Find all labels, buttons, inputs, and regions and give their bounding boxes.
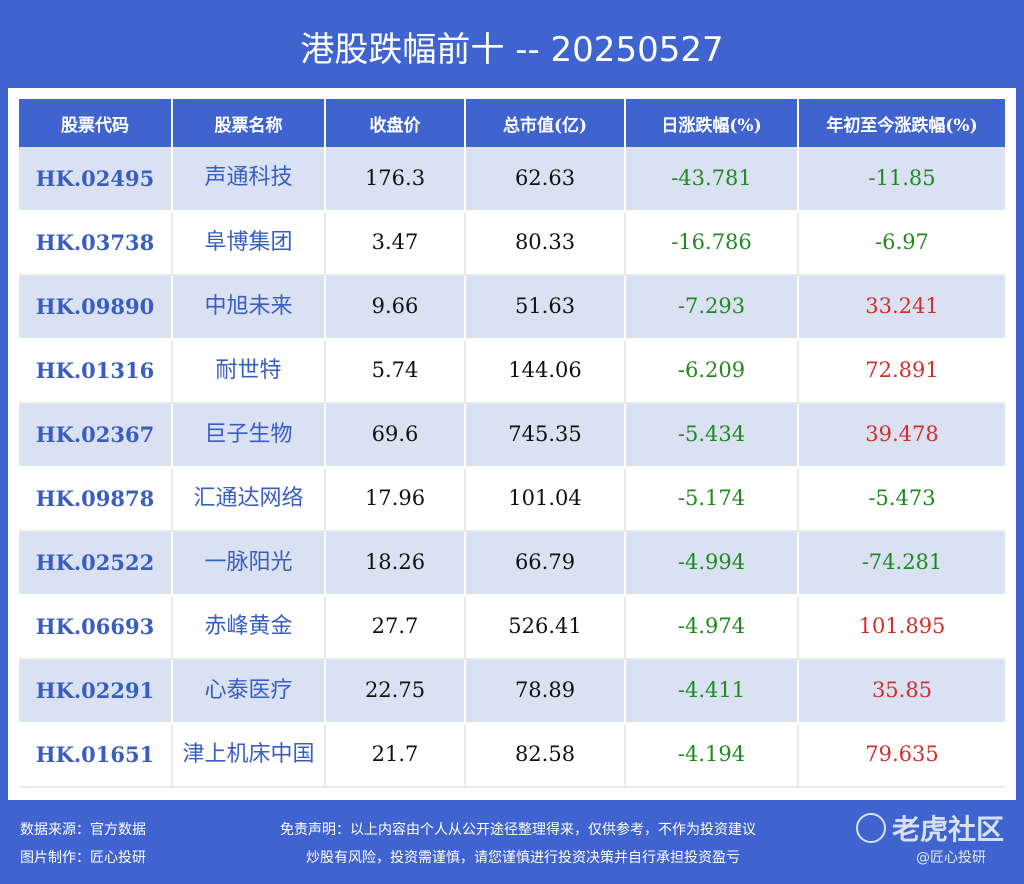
stock-code-cell: HK.02495 xyxy=(19,147,173,212)
close-price-cell: 18.26 xyxy=(325,531,466,596)
table-panel: 股票代码 股票名称 收盘价 总市值(亿) 日涨跌幅(%) 年初至今涨跌幅(%) … xyxy=(8,88,1016,800)
market-cap-cell: 80.33 xyxy=(465,211,626,276)
table-row: HK.03738 阜博集团 3.47 80.33 -16.786 -6.97 xyxy=(19,211,1005,276)
table-row: HK.02522 一脉阳光 18.26 66.79 -4.994 -74.281 xyxy=(19,531,1005,596)
stock-name-cell: 一脉阳光 xyxy=(172,531,326,596)
table-row: HK.01651 津上机床中国 21.7 82.58 -4.194 79.635 xyxy=(19,723,1005,788)
table-row: HK.02495 声通科技 176.3 62.63 -43.781 -11.85 xyxy=(19,147,1005,212)
stock-name-cell: 耐世特 xyxy=(172,339,326,404)
stock-code-cell: HK.02522 xyxy=(19,531,173,596)
stock-code-cell: HK.02291 xyxy=(19,659,173,724)
header-name: 股票名称 xyxy=(172,99,326,147)
table-header-row: 股票代码 股票名称 收盘价 总市值(亿) 日涨跌幅(%) 年初至今涨跌幅(%) xyxy=(19,99,1005,147)
close-price-cell: 22.75 xyxy=(325,659,466,724)
table-row: HK.01316 耐世特 5.74 144.06 -6.209 72.891 xyxy=(19,339,1005,404)
close-price-cell: 3.47 xyxy=(325,211,466,276)
daily-change-cell: -4.194 xyxy=(625,723,799,788)
header-daily-change: 日涨跌幅(%) xyxy=(625,99,799,147)
stock-code-cell: HK.02367 xyxy=(19,403,173,468)
table-row: HK.02291 心泰医疗 22.75 78.89 -4.411 35.85 xyxy=(19,659,1005,724)
header-ytd-change: 年初至今涨跌幅(%) xyxy=(798,99,1005,147)
close-price-cell: 21.7 xyxy=(325,723,466,788)
daily-change-cell: -5.434 xyxy=(625,403,799,468)
close-price-cell: 176.3 xyxy=(325,147,466,212)
close-price-cell: 27.7 xyxy=(325,595,466,660)
stock-name-cell: 阜博集团 xyxy=(172,211,326,276)
footer-disclaimer-line1: 免责声明：以上内容由个人从公开途径整理得来，仅供参考，不作为投资建议 xyxy=(280,822,756,838)
watermark-logo: 老虎社区 xyxy=(856,808,1004,848)
market-cap-cell: 62.63 xyxy=(465,147,626,212)
stock-code-cell: HK.03738 xyxy=(19,211,173,276)
stock-name-cell: 津上机床中国 xyxy=(172,723,326,788)
stock-code-cell: HK.01651 xyxy=(19,723,173,788)
stock-code-cell: HK.09890 xyxy=(19,275,173,340)
daily-change-cell: -5.174 xyxy=(625,467,799,532)
stock-name-cell: 巨子生物 xyxy=(172,403,326,468)
close-price-cell: 9.66 xyxy=(325,275,466,340)
ytd-change-cell: 39.478 xyxy=(798,403,1005,468)
tiger-logo-icon xyxy=(856,813,886,843)
header-code: 股票代码 xyxy=(19,99,173,147)
daily-change-cell: -16.786 xyxy=(625,211,799,276)
market-cap-cell: 144.06 xyxy=(465,339,626,404)
daily-change-cell: -7.293 xyxy=(625,275,799,340)
stock-code-cell: HK.01316 xyxy=(19,339,173,404)
close-price-cell: 69.6 xyxy=(325,403,466,468)
market-cap-cell: 101.04 xyxy=(465,467,626,532)
header-market-cap: 总市值(亿) xyxy=(465,99,626,147)
table-row: HK.09890 中旭未来 9.66 51.63 -7.293 33.241 xyxy=(19,275,1005,340)
ytd-change-cell: 101.895 xyxy=(798,595,1005,660)
page-title: 港股跌幅前十 -- 20250527 xyxy=(300,29,724,70)
stock-name-cell: 赤峰黄金 xyxy=(172,595,326,660)
market-cap-cell: 526.41 xyxy=(465,595,626,660)
market-cap-cell: 78.89 xyxy=(465,659,626,724)
stock-table: 股票代码 股票名称 收盘价 总市值(亿) 日涨跌幅(%) 年初至今涨跌幅(%) … xyxy=(19,99,1005,788)
market-cap-cell: 82.58 xyxy=(465,723,626,788)
market-cap-cell: 51.63 xyxy=(465,275,626,340)
ytd-change-cell: -6.97 xyxy=(798,211,1005,276)
daily-change-cell: -4.974 xyxy=(625,595,799,660)
watermark-text: 老虎社区 xyxy=(892,813,1005,846)
stock-name-cell: 汇通达网络 xyxy=(172,467,326,532)
footer-maker: 图片制作：匠心投研 xyxy=(20,850,146,866)
stock-code-cell: HK.09878 xyxy=(19,467,173,532)
ytd-change-cell: 35.85 xyxy=(798,659,1005,724)
table-row: HK.02367 巨子生物 69.6 745.35 -5.434 39.478 xyxy=(19,403,1005,468)
stock-name-cell: 心泰医疗 xyxy=(172,659,326,724)
table-row: HK.06693 赤峰黄金 27.7 526.41 -4.974 101.895 xyxy=(19,595,1005,660)
ytd-change-cell: 72.891 xyxy=(798,339,1005,404)
stock-name-cell: 声通科技 xyxy=(172,147,326,212)
ytd-change-cell: 79.635 xyxy=(798,723,1005,788)
close-price-cell: 17.96 xyxy=(325,467,466,532)
stock-code-cell: HK.06693 xyxy=(19,595,173,660)
footer: 数据来源：官方数据 图片制作：匠心投研 免责声明：以上内容由个人从公开途径整理得… xyxy=(0,800,1024,884)
ytd-change-cell: 33.241 xyxy=(798,275,1005,340)
watermark-author: @匠心投研 xyxy=(916,850,986,866)
market-cap-cell: 745.35 xyxy=(465,403,626,468)
footer-source: 数据来源：官方数据 xyxy=(20,822,146,838)
close-price-cell: 5.74 xyxy=(325,339,466,404)
stock-name-cell: 中旭未来 xyxy=(172,275,326,340)
ytd-change-cell: -74.281 xyxy=(798,531,1005,596)
market-cap-cell: 66.79 xyxy=(465,531,626,596)
ytd-change-cell: -11.85 xyxy=(798,147,1005,212)
ytd-change-cell: -5.473 xyxy=(798,467,1005,532)
daily-change-cell: -43.781 xyxy=(625,147,799,212)
daily-change-cell: -4.411 xyxy=(625,659,799,724)
table-row: HK.09878 汇通达网络 17.96 101.04 -5.174 -5.473 xyxy=(19,467,1005,532)
daily-change-cell: -6.209 xyxy=(625,339,799,404)
header-close: 收盘价 xyxy=(325,99,466,147)
footer-disclaimer-line2: 炒股有风险，投资需谨慎，请您谨慎进行投资决策并自行承担投资盈亏 xyxy=(306,850,740,866)
daily-change-cell: -4.994 xyxy=(625,531,799,596)
